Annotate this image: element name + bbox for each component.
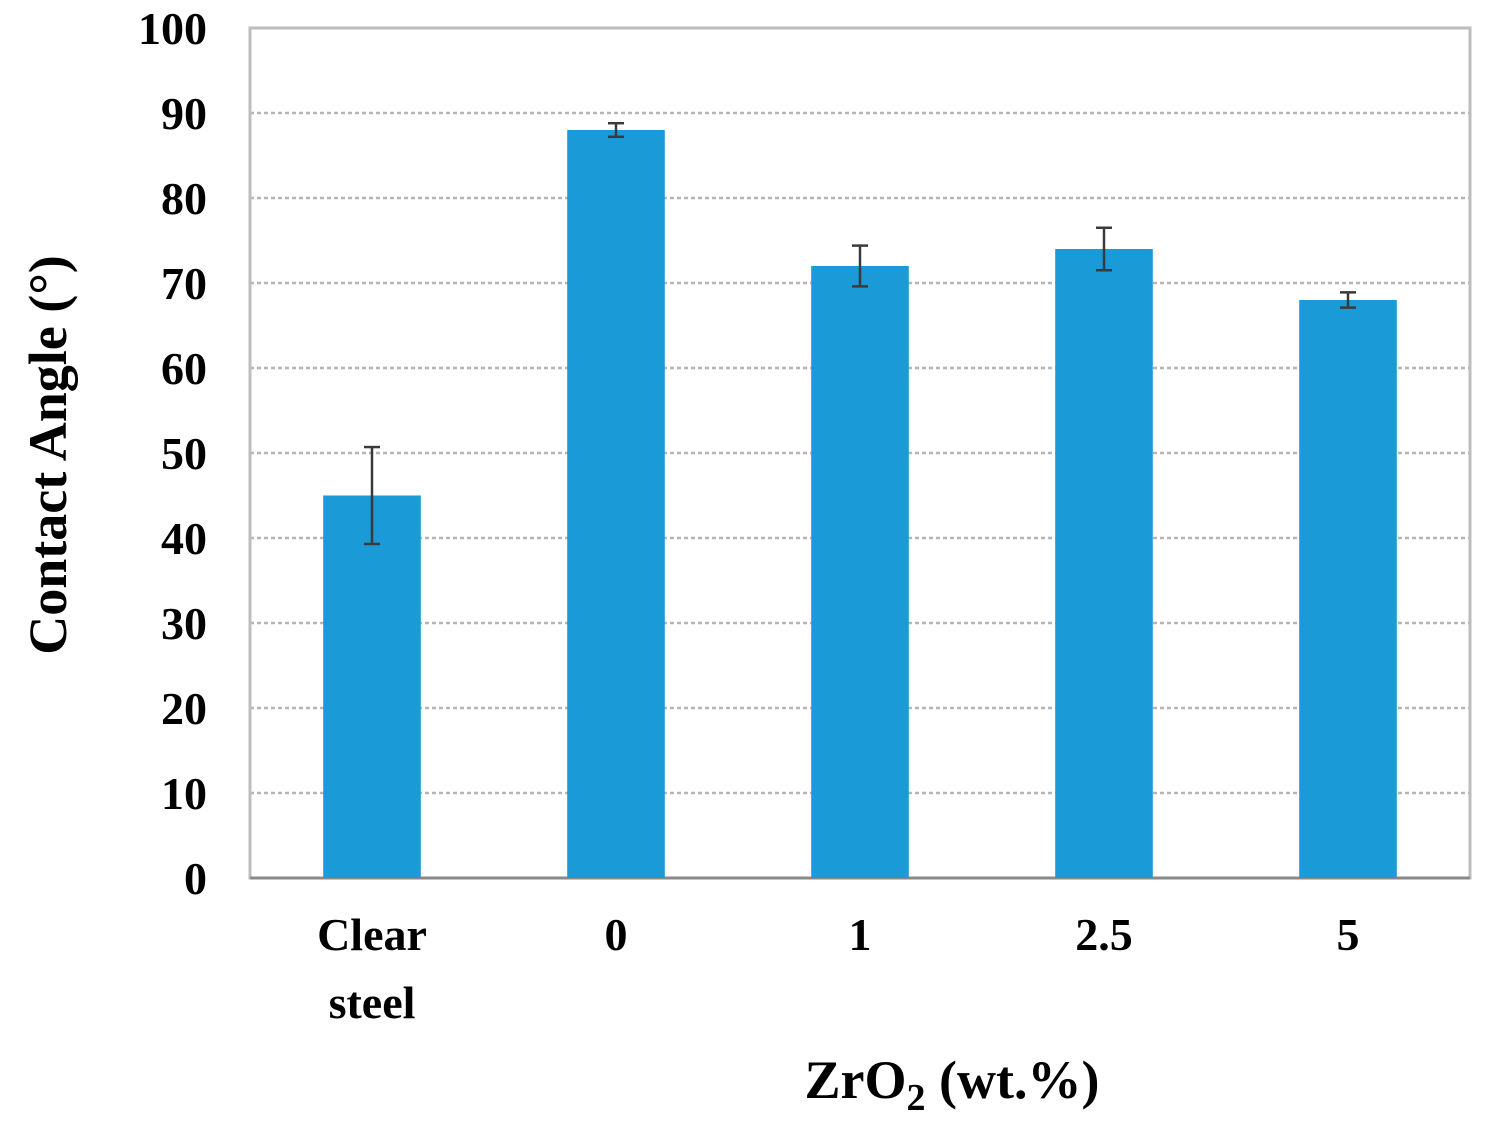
x-tick-label-3: 2.5	[1075, 909, 1133, 960]
x-axis-title-suffix: (wt.%)	[926, 1050, 1100, 1110]
x-tick-label-0-line-0: Clear	[317, 909, 427, 960]
y-tick-label-10: 100	[138, 3, 207, 54]
error-bar-0	[364, 445, 380, 546]
x-tick-label-1: 0	[605, 909, 628, 960]
bar-4	[1299, 300, 1397, 878]
x-tick-label-2: 1	[849, 909, 872, 960]
bar-0	[323, 495, 421, 878]
y-tick-label-4: 40	[161, 513, 207, 564]
y-tick-label-2: 20	[161, 683, 207, 734]
x-axis-title-subscript: 2	[907, 1077, 926, 1119]
y-tick-label-0: 0	[184, 853, 207, 904]
bars	[323, 130, 1397, 878]
y-tick-label-3: 30	[161, 598, 207, 649]
y-tick-label-9: 90	[161, 88, 207, 139]
error-bar-1	[608, 121, 624, 139]
x-tick-label-4: 5	[1337, 909, 1360, 960]
error-bars	[364, 121, 1356, 546]
error-bar-3	[1096, 226, 1112, 272]
x-tick-label-1-line-0: 0	[605, 909, 628, 960]
error-bar-2	[852, 244, 868, 288]
y-tick-label-5: 50	[161, 428, 207, 479]
y-tick-label-7: 70	[161, 258, 207, 309]
y-tick-labels: 0 10 20 30 40 50 60 70 80 90 100	[138, 3, 207, 904]
error-bar-4	[1340, 291, 1356, 309]
x-tick-label-2-line-0: 1	[849, 909, 872, 960]
x-tick-label-3-line-0: 2.5	[1075, 909, 1133, 960]
x-axis-title-prefix: ZrO	[805, 1050, 907, 1110]
x-tick-label-0: Clear steel	[317, 909, 427, 1028]
y-axis-title: Contact Angle (°)	[18, 255, 78, 655]
y-tick-label-8: 80	[161, 173, 207, 224]
x-tick-labels: Clear steel 0 1 2.5 5	[317, 909, 1359, 1028]
bar-2	[811, 266, 909, 878]
bar-3	[1055, 249, 1153, 878]
x-tick-label-0-line-1: steel	[329, 977, 416, 1028]
bar-1	[567, 130, 665, 878]
x-axis-title: ZrO2 (wt.%)	[805, 1050, 1100, 1119]
y-tick-label-6: 60	[161, 343, 207, 394]
y-tick-label-1: 10	[161, 768, 207, 819]
x-tick-label-4-line-0: 5	[1337, 909, 1360, 960]
